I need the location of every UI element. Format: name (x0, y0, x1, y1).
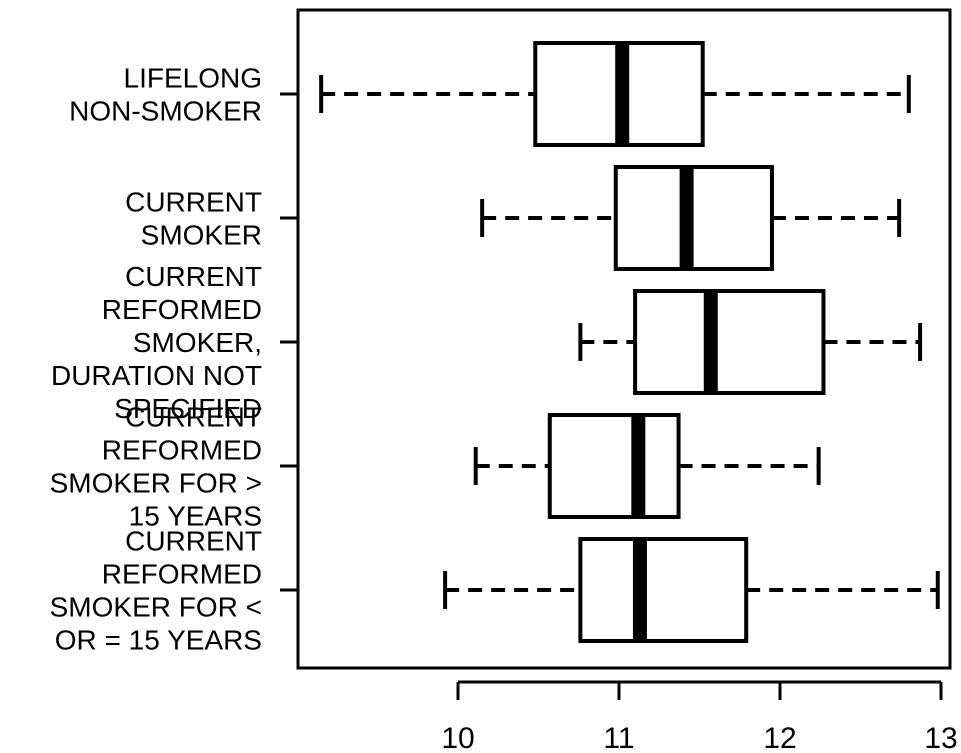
category-label-line: SMOKER FOR < (50, 592, 262, 623)
category-label-line: 15 YEARS (129, 501, 262, 532)
boxes (319, 41, 940, 643)
category-label: LIFELONG NON-SMOKER (69, 63, 262, 127)
category-label-line: CURRENT (125, 526, 262, 557)
category-label-line: SMOKER (141, 220, 262, 251)
category-label-line: NON-SMOKER (69, 96, 262, 127)
category-label-line: REFORMED (102, 559, 262, 590)
category-label-line: DURATION NOT (51, 360, 262, 391)
box-iqr (613, 165, 774, 271)
category-label-line: REFORMED (102, 294, 262, 325)
category-label-line: CURRENT (125, 261, 262, 292)
x-axis: 10 11 12 13 (441, 680, 958, 753)
x-tick-label: 13 (924, 722, 957, 753)
box-iqr (633, 289, 826, 395)
box-iqr (547, 413, 681, 519)
category-label-line: CURRENT (125, 187, 262, 218)
category-label: CURRENT REFORMED SMOKER FOR >15 YEARS (50, 402, 262, 532)
category-label-line: OR = 15 YEARS (55, 625, 262, 656)
category-label: CURRENT SMOKER (125, 187, 262, 251)
category-label-line: SPECIFIED (114, 393, 262, 424)
category-label: CURRENT REFORMED SMOKER, DURATION NOT SPECIF… (51, 261, 262, 424)
x-tick-label: 11 (603, 722, 634, 753)
x-tick-label: 12 (763, 722, 796, 753)
category-label-line: CURRENT (125, 402, 262, 433)
category-label-line: LIFELONG (124, 63, 262, 94)
category-label-line: SMOKER, (133, 327, 262, 358)
plot-frame (296, 8, 952, 670)
category-label-line: SMOKER FOR > (50, 468, 262, 499)
category-label-line: REFORMED (102, 435, 262, 466)
category-label: CURRENT REFORMED SMOKER FOR < OR = 15 YEARS (50, 526, 262, 656)
box-iqr (578, 537, 749, 643)
x-tick-label: 10 (441, 722, 474, 753)
